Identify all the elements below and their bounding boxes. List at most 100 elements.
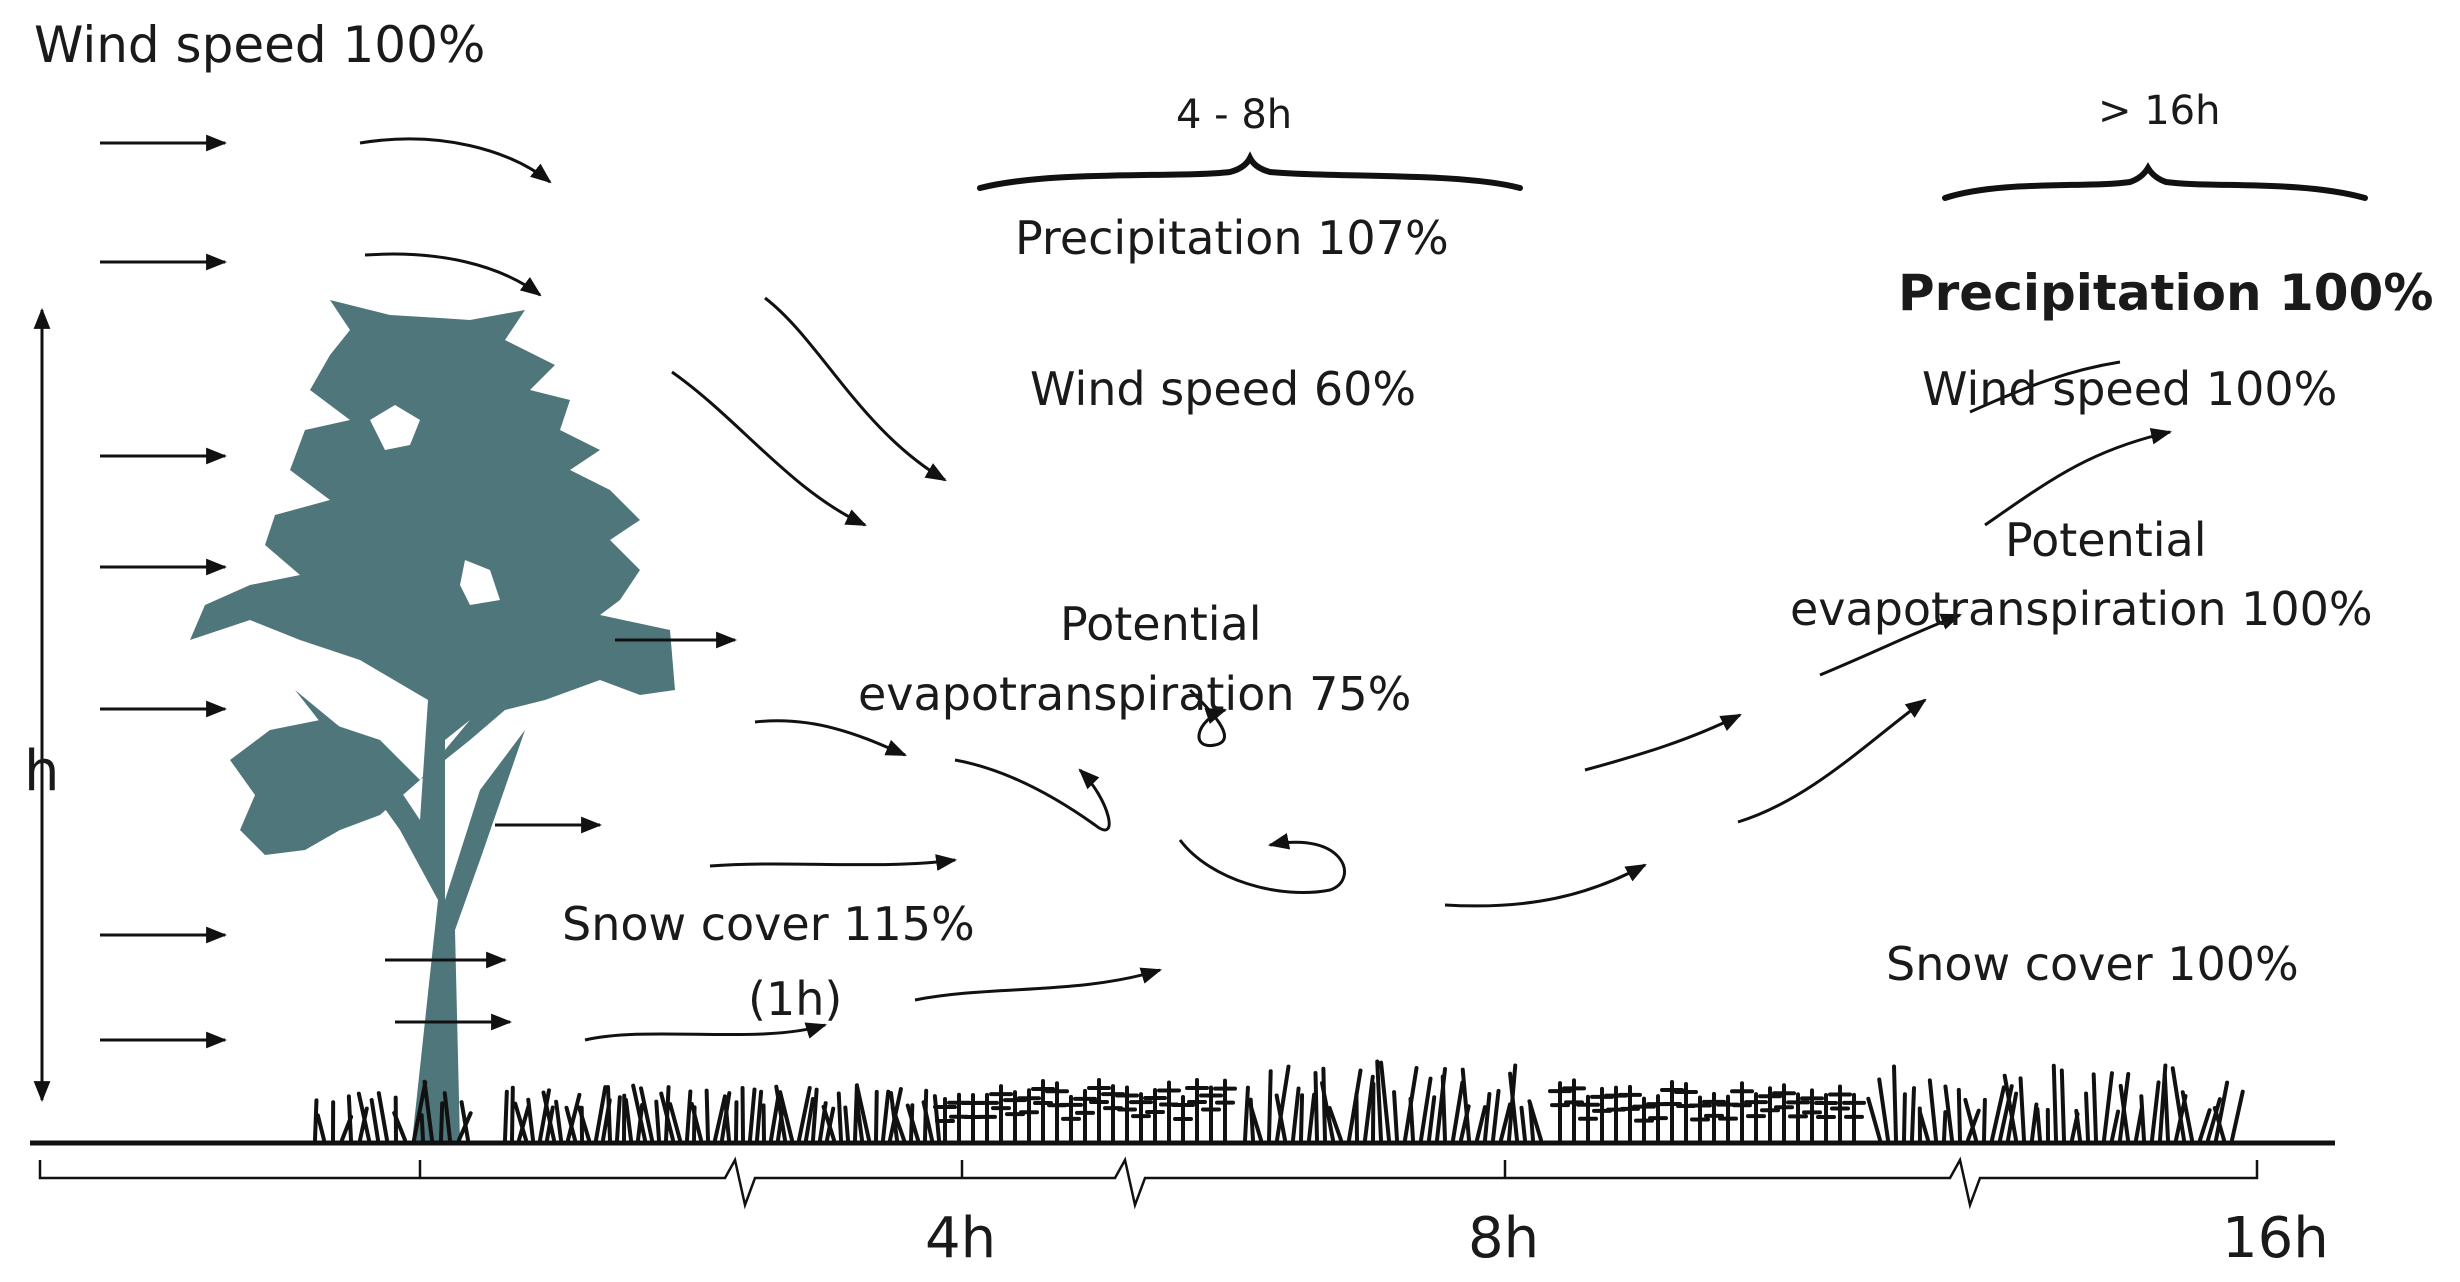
- ground-vegetation: [313, 1059, 2245, 1142]
- height-label: h: [24, 739, 60, 804]
- incoming-wind-arrows: [100, 134, 228, 1049]
- grass-blade: [503, 1089, 509, 1142]
- wind-speed-mid-label: Wind speed 60%: [1030, 362, 1416, 416]
- grass-blade: [905, 1103, 920, 1142]
- grass-blade: [1475, 1105, 1487, 1142]
- wind-arrow: [364, 252, 542, 297]
- grass-blade: [1998, 1084, 2014, 1142]
- tick-label-4h: 4h: [925, 1206, 996, 1271]
- eddy-arrow: [954, 758, 1111, 832]
- grass-blade: [315, 1113, 326, 1142]
- grass-blade: [1927, 1078, 1938, 1142]
- grass-blade: [1460, 1067, 1471, 1142]
- grass-blade: [1379, 1060, 1391, 1142]
- grass-blade: [422, 1079, 434, 1142]
- wind-arrow: [359, 137, 552, 184]
- grass-blade: [1527, 1099, 1543, 1142]
- height-indicator: h: [24, 307, 60, 1103]
- wind-arrow: [1584, 713, 1742, 772]
- grass-blade: [2030, 1102, 2039, 1142]
- tick-label-8h: 8h: [1468, 1206, 1539, 1271]
- grass-blade: [1320, 1081, 1335, 1142]
- grass-blade: [1483, 1092, 1492, 1142]
- snow-cover-near-label: Snow cover 115%: [562, 897, 975, 951]
- grass-blade: [854, 1098, 864, 1142]
- grass-blade: [2230, 1089, 2245, 1142]
- grass-blade: [855, 1085, 871, 1142]
- precipitation-far-label: Precipitation 100%: [1898, 264, 2433, 322]
- grass-blade: [1275, 1064, 1291, 1142]
- grass-blade: [659, 1091, 675, 1142]
- grass-blade: [513, 1101, 528, 1142]
- grass-blade: [1451, 1080, 1465, 1142]
- grass-blade: [313, 1098, 319, 1142]
- grass-blade: [1243, 1085, 1250, 1142]
- interval-4-8h-label: 4 - 8h: [1176, 92, 1292, 138]
- grass-blade: [654, 1099, 661, 1142]
- grass-blade: [623, 1098, 633, 1142]
- grass-blade: [2150, 1080, 2161, 1142]
- pet-far-line2: evapotranspiration 100%: [1790, 582, 2373, 636]
- grass-blade: [1354, 1092, 1359, 1142]
- grass-blade: [1508, 1071, 1519, 1142]
- grass-blade: [594, 1085, 608, 1142]
- wind-arrow: [584, 1022, 828, 1042]
- grass-blade: [2206, 1097, 2222, 1142]
- grass-blade: [811, 1087, 819, 1142]
- grass-blade: [874, 1089, 879, 1142]
- leeward-wind-arrows: [359, 137, 1163, 1042]
- grass-blade: [356, 1091, 371, 1142]
- grass-blade: [2018, 1076, 2026, 1142]
- snow-cover-far-label: Snow cover 100%: [1886, 937, 2299, 991]
- grass-blade: [2084, 1091, 2090, 1142]
- recovering-wind-arrows: [1444, 360, 2173, 908]
- precipitation-mid-label: Precipitation 107%: [1015, 211, 1449, 265]
- grass-blade: [2074, 1108, 2082, 1142]
- wind-arrow: [1737, 698, 1927, 824]
- grass-blade: [526, 1097, 535, 1142]
- grass-blade: [1956, 1087, 1962, 1142]
- grass-blade: [2051, 1063, 2058, 1142]
- turbulence-eddies: [954, 688, 1346, 894]
- tree-icon: [190, 300, 675, 1142]
- grass-blade: [1419, 1076, 1433, 1142]
- grass-blade: [843, 1105, 850, 1142]
- grass-blade: [821, 1104, 836, 1142]
- wind-arrow: [754, 719, 907, 757]
- grass-blade: [1902, 1092, 1907, 1142]
- grass-blade: [778, 1090, 794, 1142]
- grass-blade: [1917, 1110, 1930, 1142]
- grass-blade: [2158, 1063, 2168, 1142]
- grass-blade: [564, 1105, 577, 1142]
- grass-blade: [1943, 1084, 1954, 1142]
- grass-blade: [419, 1113, 425, 1142]
- grass-blade: [1247, 1100, 1263, 1142]
- grass-blade: [2212, 1106, 2226, 1142]
- grass-blade: [2198, 1108, 2212, 1142]
- wind-arrow: [1984, 427, 2173, 527]
- grass-blade: [1427, 1095, 1437, 1142]
- interval-16h-label: > 16h: [2098, 88, 2220, 134]
- grass-blade: [369, 1098, 380, 1142]
- pet-far-line1: Potential: [2005, 513, 2207, 567]
- grass-blade: [2118, 1083, 2130, 1142]
- wind-speed-incoming-label: Wind speed 100%: [34, 16, 485, 74]
- grass-blade: [1963, 1097, 1978, 1142]
- grass-blade: [1910, 1086, 1916, 1142]
- far-zone-labels: > 16h Precipitation 100% Wind speed 100%…: [1790, 88, 2433, 991]
- wind-arrow: [914, 967, 1163, 1002]
- grass-blade: [1299, 1093, 1305, 1142]
- interval-16h-brace: [1942, 162, 2368, 201]
- eddy-arrow: [1188, 688, 1227, 748]
- grass-blade: [392, 1110, 407, 1142]
- grass-blade: [1291, 1086, 1301, 1142]
- grass-blade: [1491, 1088, 1501, 1142]
- wind-arrow: [764, 296, 947, 482]
- grass-blade: [1866, 1096, 1882, 1142]
- grass-blade: [2110, 1109, 2121, 1142]
- tick-label-16h: 16h: [2222, 1206, 2329, 1271]
- wind-arrow: [671, 370, 867, 527]
- grass-blade: [1313, 1071, 1319, 1142]
- grass-blade: [2091, 1072, 2098, 1142]
- grass-blade: [1982, 1097, 1987, 1142]
